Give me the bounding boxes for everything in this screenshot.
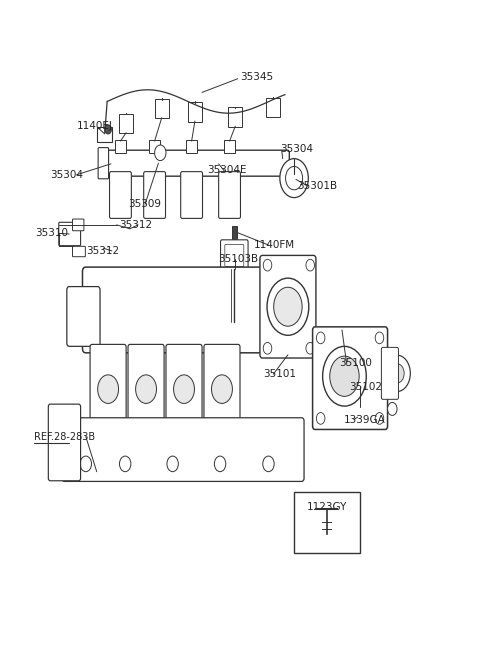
Circle shape	[384, 355, 410, 392]
Circle shape	[330, 356, 359, 396]
Circle shape	[267, 278, 309, 335]
FancyBboxPatch shape	[224, 140, 235, 153]
FancyBboxPatch shape	[67, 287, 100, 346]
Text: 35102: 35102	[349, 383, 382, 392]
FancyBboxPatch shape	[180, 172, 203, 218]
Circle shape	[323, 346, 366, 406]
FancyBboxPatch shape	[260, 255, 316, 358]
FancyBboxPatch shape	[59, 222, 81, 246]
FancyBboxPatch shape	[204, 345, 240, 426]
FancyBboxPatch shape	[83, 267, 286, 353]
Text: 35100: 35100	[340, 358, 372, 368]
Circle shape	[105, 125, 111, 134]
Circle shape	[387, 402, 397, 415]
Circle shape	[306, 343, 314, 354]
Text: 35310: 35310	[35, 229, 68, 238]
Circle shape	[167, 456, 179, 472]
FancyBboxPatch shape	[188, 102, 202, 122]
Text: 1339GA: 1339GA	[343, 415, 385, 424]
FancyBboxPatch shape	[109, 172, 132, 218]
FancyBboxPatch shape	[312, 327, 387, 430]
FancyBboxPatch shape	[115, 140, 126, 153]
Circle shape	[215, 456, 226, 472]
Text: 35312: 35312	[119, 220, 152, 230]
Bar	[232, 226, 237, 239]
Text: 35304E: 35304E	[207, 165, 246, 176]
Circle shape	[263, 456, 274, 472]
Circle shape	[280, 159, 308, 198]
Circle shape	[212, 375, 232, 403]
Text: 35312: 35312	[86, 246, 119, 256]
Text: 1140FM: 1140FM	[254, 240, 295, 250]
FancyBboxPatch shape	[225, 244, 244, 267]
FancyBboxPatch shape	[103, 150, 289, 176]
Text: 35304: 35304	[50, 170, 83, 180]
FancyBboxPatch shape	[294, 492, 360, 553]
FancyBboxPatch shape	[72, 246, 85, 257]
Circle shape	[274, 288, 302, 326]
Text: 35345: 35345	[240, 73, 273, 83]
Circle shape	[286, 166, 302, 190]
Circle shape	[375, 332, 384, 344]
Circle shape	[316, 413, 325, 424]
FancyBboxPatch shape	[149, 140, 160, 153]
FancyBboxPatch shape	[166, 345, 202, 426]
Circle shape	[97, 375, 119, 403]
Text: 1123GY: 1123GY	[306, 502, 347, 512]
Text: REF.28-283B: REF.28-283B	[34, 432, 95, 441]
Text: 35103B: 35103B	[219, 254, 259, 265]
FancyBboxPatch shape	[48, 404, 81, 481]
Circle shape	[375, 413, 384, 424]
FancyBboxPatch shape	[219, 172, 240, 218]
Text: 35304: 35304	[280, 144, 313, 154]
FancyBboxPatch shape	[186, 140, 197, 153]
Circle shape	[174, 375, 194, 403]
Circle shape	[155, 145, 166, 160]
Circle shape	[306, 259, 314, 271]
FancyBboxPatch shape	[155, 99, 169, 119]
FancyBboxPatch shape	[382, 347, 398, 400]
Circle shape	[136, 375, 156, 403]
Circle shape	[263, 343, 272, 354]
FancyBboxPatch shape	[266, 98, 280, 117]
FancyBboxPatch shape	[90, 345, 126, 426]
Text: 35309: 35309	[129, 199, 161, 209]
FancyBboxPatch shape	[119, 114, 133, 134]
Circle shape	[390, 364, 404, 383]
FancyBboxPatch shape	[62, 418, 304, 481]
FancyBboxPatch shape	[144, 172, 166, 218]
FancyBboxPatch shape	[72, 219, 84, 231]
FancyBboxPatch shape	[97, 127, 112, 142]
Circle shape	[263, 259, 272, 271]
Text: 35101: 35101	[263, 369, 296, 379]
Text: 35301B: 35301B	[297, 181, 337, 191]
FancyBboxPatch shape	[128, 345, 164, 426]
Circle shape	[316, 332, 325, 344]
Circle shape	[120, 456, 131, 472]
FancyBboxPatch shape	[228, 107, 242, 127]
FancyBboxPatch shape	[220, 240, 248, 271]
Text: 1140EJ: 1140EJ	[76, 121, 112, 131]
FancyBboxPatch shape	[98, 147, 108, 179]
Circle shape	[80, 456, 92, 472]
